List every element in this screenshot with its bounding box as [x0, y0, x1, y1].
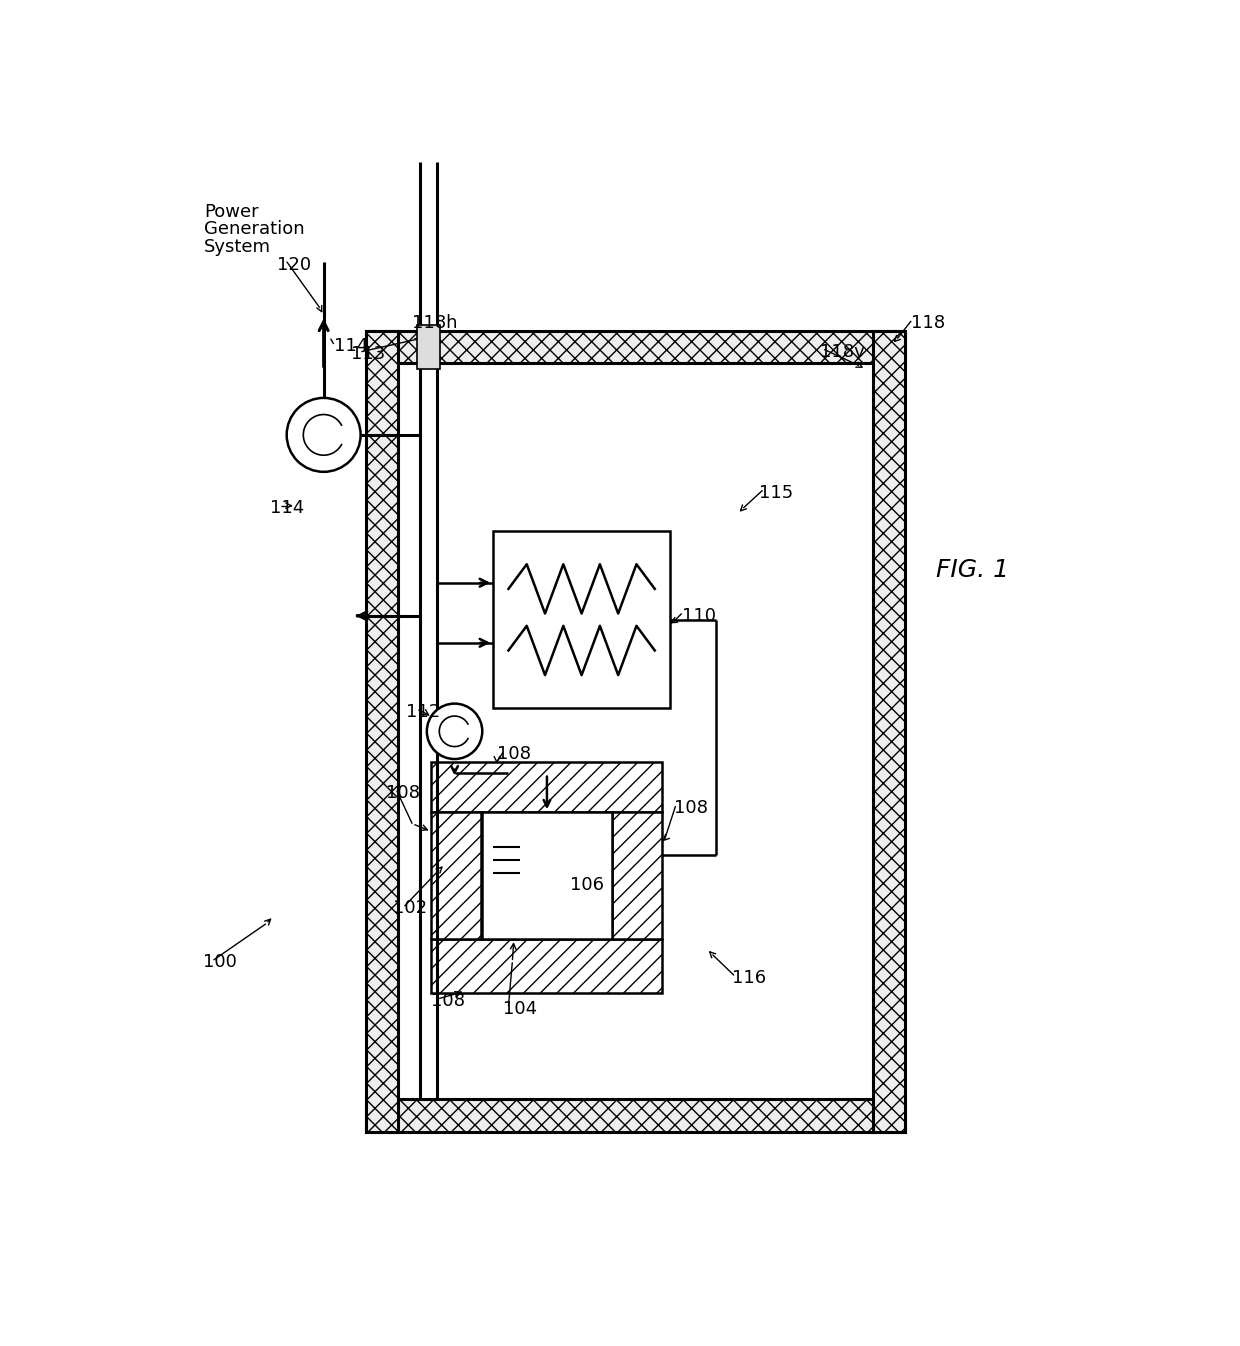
Text: 114: 114 — [270, 499, 304, 517]
Text: 102: 102 — [393, 899, 427, 918]
Text: 118v: 118v — [821, 343, 866, 362]
Bar — [613, 812, 662, 940]
Text: 110: 110 — [682, 607, 715, 625]
Bar — [481, 812, 613, 940]
Text: 108: 108 — [386, 783, 420, 802]
Text: FIG. 1: FIG. 1 — [936, 557, 1009, 581]
Bar — [432, 940, 662, 993]
Bar — [366, 331, 905, 363]
Circle shape — [427, 704, 482, 759]
Bar — [432, 762, 662, 812]
Bar — [873, 331, 905, 1132]
Text: 100: 100 — [203, 953, 237, 972]
Text: 118: 118 — [911, 314, 945, 332]
Text: System: System — [205, 238, 272, 256]
Text: 108: 108 — [675, 800, 708, 817]
Text: 116: 116 — [732, 969, 766, 987]
Text: 104: 104 — [503, 1000, 537, 1018]
Text: 108: 108 — [497, 746, 531, 763]
Text: 114: 114 — [334, 338, 368, 355]
Circle shape — [286, 398, 361, 472]
Bar — [366, 1100, 905, 1132]
Text: Generation: Generation — [205, 221, 305, 238]
Text: 118h: 118h — [412, 314, 458, 332]
Text: Power: Power — [205, 202, 259, 221]
Text: 115: 115 — [759, 483, 792, 502]
Text: 106: 106 — [570, 876, 604, 894]
Bar — [432, 812, 481, 940]
Text: 112: 112 — [405, 703, 440, 721]
Text: 113: 113 — [351, 345, 384, 363]
Bar — [417, 324, 440, 369]
Bar — [398, 363, 873, 1100]
Text: 108: 108 — [432, 992, 465, 1010]
Text: 120: 120 — [278, 257, 311, 275]
Bar — [366, 331, 398, 1132]
Bar — [494, 532, 670, 708]
